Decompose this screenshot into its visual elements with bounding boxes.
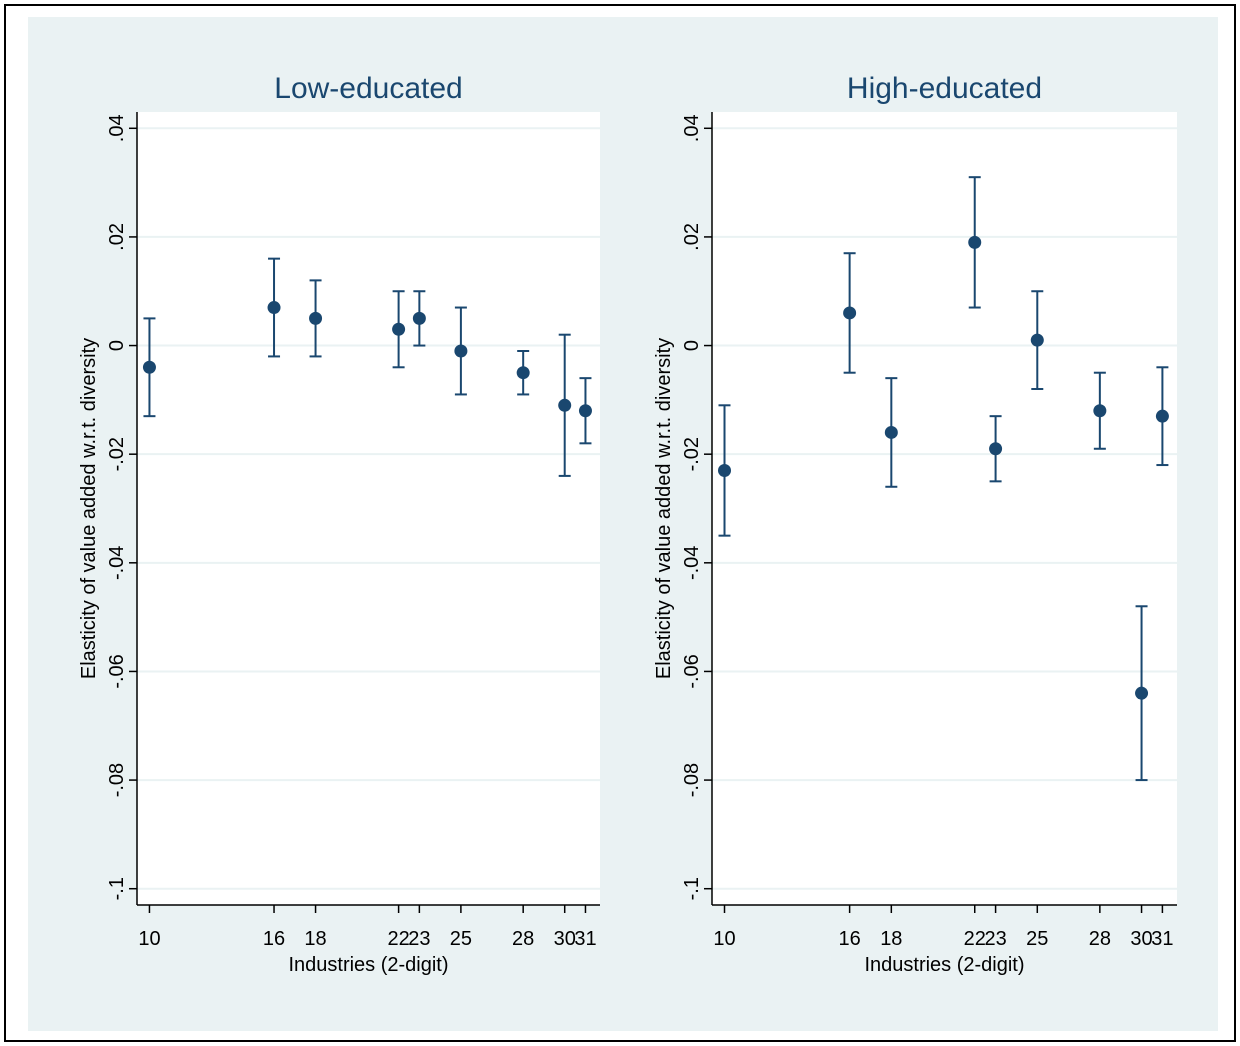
point [412, 311, 426, 325]
panel-title: High-educated [847, 72, 1042, 105]
point [718, 463, 732, 477]
x-tick-label: 23 [984, 928, 1006, 950]
x-tick-label: 25 [450, 928, 472, 950]
x-axis-title: Industries (2-digit) [864, 954, 1024, 976]
y-tick-label: -.06 [106, 654, 128, 688]
plot-area [137, 112, 600, 905]
panel: Low-educated -.1 -.08 -.06 -.04 -.02 0 .02 .04 10… [78, 72, 600, 976]
y-axis-title: Elasticity of value added w.r.t. diversi… [78, 338, 100, 679]
point [578, 404, 592, 418]
x-tick-label: 16 [263, 928, 285, 950]
x-tick-label: 31 [574, 928, 596, 950]
y-tick-label: -.08 [106, 763, 128, 797]
y-tick-label: 0 [106, 340, 128, 351]
x-tick-label: 30 [1130, 928, 1152, 950]
point [1135, 686, 1149, 700]
y-tick-label: .04 [681, 114, 703, 142]
point [989, 442, 1003, 456]
y-tick-label: 0 [681, 340, 703, 351]
x-tick-label: 18 [304, 928, 326, 950]
y-tick-label: .02 [681, 223, 703, 251]
point [267, 301, 281, 315]
x-tick-label: 23 [408, 928, 430, 950]
y-tick-label: .04 [106, 114, 128, 142]
plot-area [712, 112, 1177, 905]
point [309, 311, 323, 325]
panel: High-educated -.1 -.08 -.06 -.04 -.02 0 .02 .04 1… [653, 72, 1177, 976]
x-axis-title: Industries (2-digit) [288, 954, 448, 976]
y-tick-label: -.1 [106, 877, 128, 900]
x-tick-label: 22 [387, 928, 409, 950]
y-tick-label: -.02 [681, 437, 703, 471]
y-tick-label: -.08 [681, 763, 703, 797]
y-tick-label: -.06 [681, 654, 703, 688]
x-tick-label: 10 [138, 928, 160, 950]
point [843, 306, 857, 320]
x-tick-label: 31 [1151, 928, 1173, 950]
point [1030, 333, 1044, 347]
point [454, 344, 468, 358]
point [1093, 404, 1107, 418]
point [968, 235, 982, 249]
x-tick-label: 22 [964, 928, 986, 950]
y-tick-label: .02 [106, 223, 128, 251]
point [516, 366, 530, 380]
y-tick-label: -.1 [681, 877, 703, 900]
point [558, 398, 572, 412]
point [142, 360, 156, 374]
point [392, 322, 406, 336]
x-tick-label: 25 [1026, 928, 1048, 950]
y-tick-label: -.04 [106, 546, 128, 580]
point [1155, 409, 1169, 423]
panel-title: Low-educated [274, 72, 462, 105]
x-tick-label: 28 [1089, 928, 1111, 950]
x-tick-label: 30 [554, 928, 576, 950]
x-tick-label: 18 [880, 928, 902, 950]
x-tick-label: 10 [713, 928, 735, 950]
y-axis-title: Elasticity of value added w.r.t. diversi… [653, 338, 675, 679]
y-tick-label: -.02 [106, 437, 128, 471]
y-tick-label: -.04 [681, 546, 703, 580]
point [884, 425, 898, 439]
x-tick-label: 28 [512, 928, 534, 950]
x-tick-label: 16 [838, 928, 860, 950]
